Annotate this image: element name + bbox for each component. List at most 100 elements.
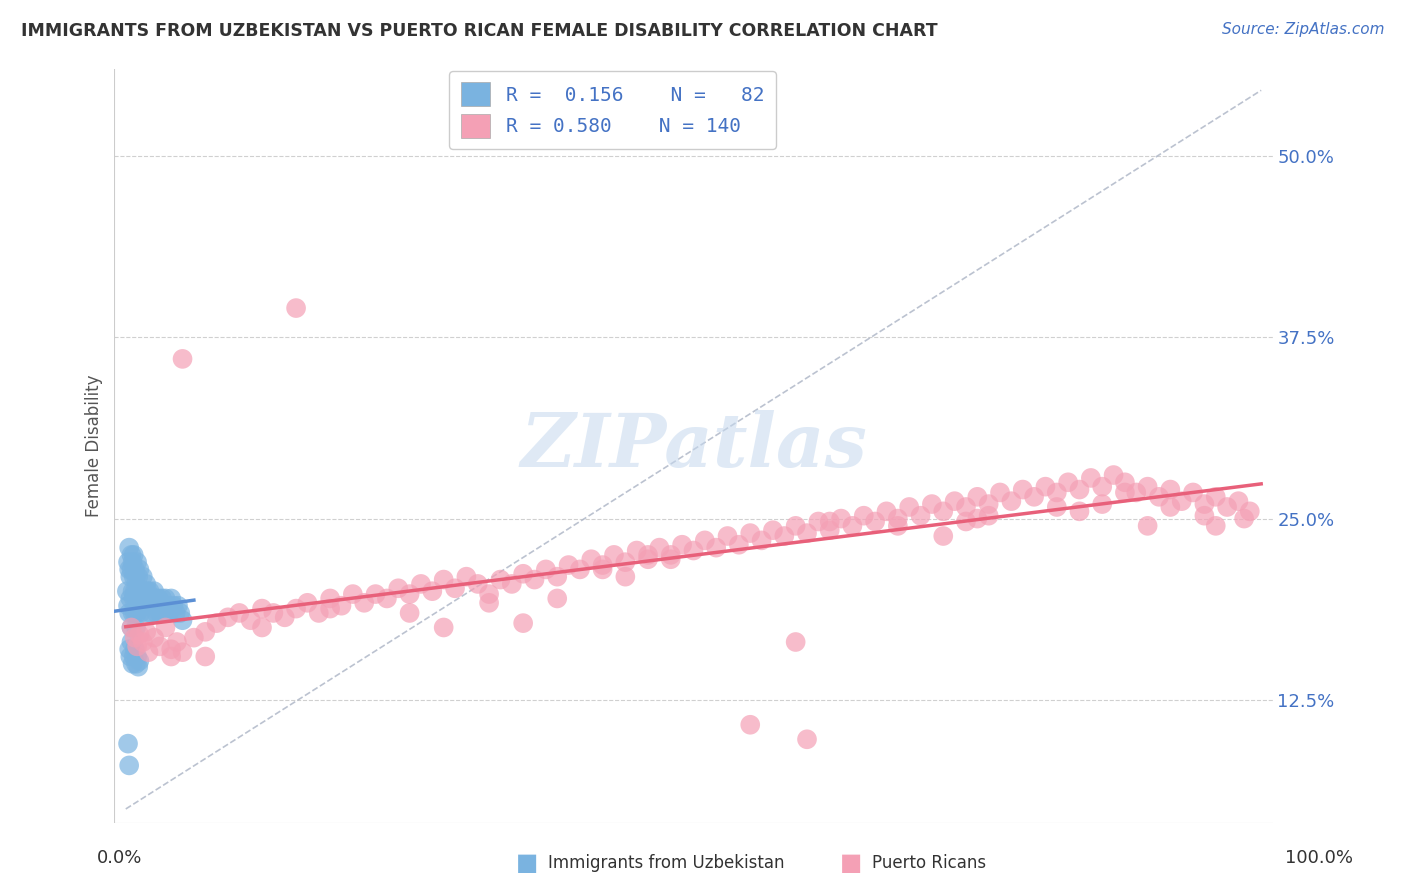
Point	[127, 640, 149, 654]
Point	[117, 555, 139, 569]
Point	[183, 631, 205, 645]
Point	[124, 631, 146, 645]
Point	[194, 649, 217, 664]
Point	[132, 569, 155, 583]
Point	[169, 606, 191, 620]
Point	[319, 601, 342, 615]
Point	[693, 533, 716, 548]
Point	[1216, 500, 1239, 514]
Text: 0.0%: 0.0%	[97, 849, 142, 867]
Point	[988, 485, 1011, 500]
Point	[659, 548, 682, 562]
Point	[1114, 475, 1136, 490]
Point	[155, 620, 177, 634]
Point	[1080, 471, 1102, 485]
Point	[297, 596, 319, 610]
Point	[921, 497, 943, 511]
Point	[117, 599, 139, 613]
Point	[125, 657, 148, 671]
Point	[120, 620, 142, 634]
Point	[1125, 485, 1147, 500]
Point	[467, 577, 489, 591]
Point	[977, 508, 1000, 523]
Point	[172, 351, 194, 366]
Point	[217, 610, 239, 624]
Point	[120, 620, 142, 634]
Point	[122, 569, 145, 583]
Point	[682, 543, 704, 558]
Point	[785, 519, 807, 533]
Text: ■: ■	[839, 852, 862, 875]
Point	[127, 584, 149, 599]
Point	[319, 591, 342, 606]
Point	[444, 582, 467, 596]
Text: Puerto Ricans: Puerto Ricans	[872, 855, 986, 872]
Point	[977, 497, 1000, 511]
Point	[1091, 480, 1114, 494]
Point	[581, 552, 603, 566]
Point	[121, 657, 143, 671]
Point	[1035, 480, 1057, 494]
Point	[1114, 485, 1136, 500]
Point	[716, 529, 738, 543]
Point	[648, 541, 671, 555]
Point	[966, 490, 988, 504]
Point	[172, 645, 194, 659]
Point	[194, 624, 217, 639]
Point	[671, 538, 693, 552]
Point	[172, 613, 194, 627]
Point	[166, 635, 188, 649]
Point	[128, 654, 150, 668]
Point	[796, 732, 818, 747]
Point	[135, 624, 157, 639]
Point	[557, 558, 579, 572]
Point	[342, 587, 364, 601]
Point	[592, 562, 614, 576]
Point	[132, 591, 155, 606]
Point	[124, 606, 146, 620]
Point	[124, 562, 146, 576]
Point	[125, 620, 148, 634]
Point	[162, 599, 184, 613]
Point	[512, 616, 534, 631]
Point	[704, 541, 727, 555]
Point	[250, 620, 273, 634]
Point	[160, 649, 183, 664]
Point	[125, 591, 148, 606]
Point	[818, 523, 841, 537]
Point	[128, 562, 150, 576]
Point	[637, 552, 659, 566]
Point	[740, 526, 762, 541]
Point	[148, 591, 170, 606]
Text: 100.0%: 100.0%	[1285, 849, 1353, 867]
Point	[139, 606, 162, 620]
Point	[145, 606, 167, 620]
Point	[637, 548, 659, 562]
Point	[478, 596, 501, 610]
Point	[1205, 519, 1227, 533]
Point	[1069, 483, 1091, 497]
Point	[887, 511, 910, 525]
Point	[592, 558, 614, 572]
Point	[387, 582, 409, 596]
Point	[127, 659, 149, 673]
Point	[131, 599, 153, 613]
Point	[120, 569, 142, 583]
Point	[120, 635, 142, 649]
Point	[138, 591, 160, 606]
Point	[409, 577, 432, 591]
Point	[120, 562, 142, 576]
Point	[131, 584, 153, 599]
Point	[932, 529, 955, 543]
Point	[398, 587, 420, 601]
Point	[1159, 500, 1181, 514]
Text: IMMIGRANTS FROM UZBEKISTAN VS PUERTO RICAN FEMALE DISABILITY CORRELATION CHART: IMMIGRANTS FROM UZBEKISTAN VS PUERTO RIC…	[21, 22, 938, 40]
Point	[1022, 490, 1045, 504]
Point	[433, 573, 456, 587]
Point	[129, 591, 152, 606]
Point	[250, 601, 273, 615]
Point	[740, 718, 762, 732]
Point	[852, 508, 875, 523]
Point	[118, 758, 141, 772]
Point	[1147, 490, 1170, 504]
